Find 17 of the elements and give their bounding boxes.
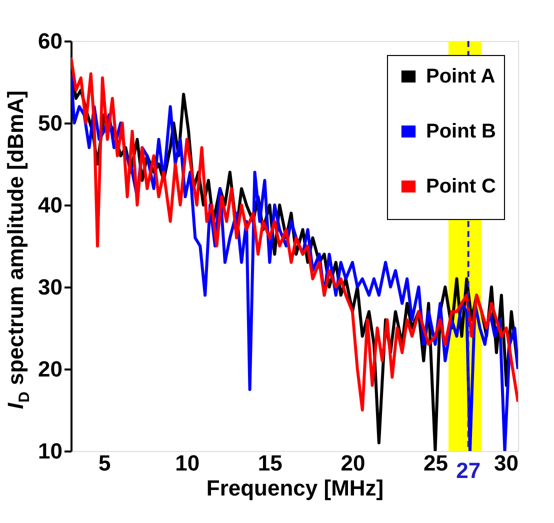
y-tick-label: 40 — [38, 192, 62, 218]
x-tick-label: 30 — [494, 450, 518, 476]
y-tick-label: 60 — [38, 28, 62, 54]
x-tick-label: 25 — [423, 450, 448, 476]
x-tick-label: 15 — [258, 450, 282, 476]
y-tick-label: 20 — [38, 356, 62, 382]
legend-label: Point C — [426, 176, 496, 198]
x-axis-title: Frequency [MHz] — [206, 476, 384, 500]
legend-label: Point A — [426, 66, 496, 88]
x-tick-label: 10 — [175, 450, 200, 476]
x-tick-label: 20 — [340, 450, 366, 476]
ref-line-label: 27 — [456, 458, 481, 483]
legend-label: Point B — [426, 120, 496, 142]
x-tick-label: 5 — [98, 450, 111, 476]
y-axis-title: ID spectrum amplitude [dBmA] — [3, 90, 33, 410]
y-tick-label: 30 — [38, 274, 62, 300]
y-tick-label: 50 — [38, 110, 62, 136]
